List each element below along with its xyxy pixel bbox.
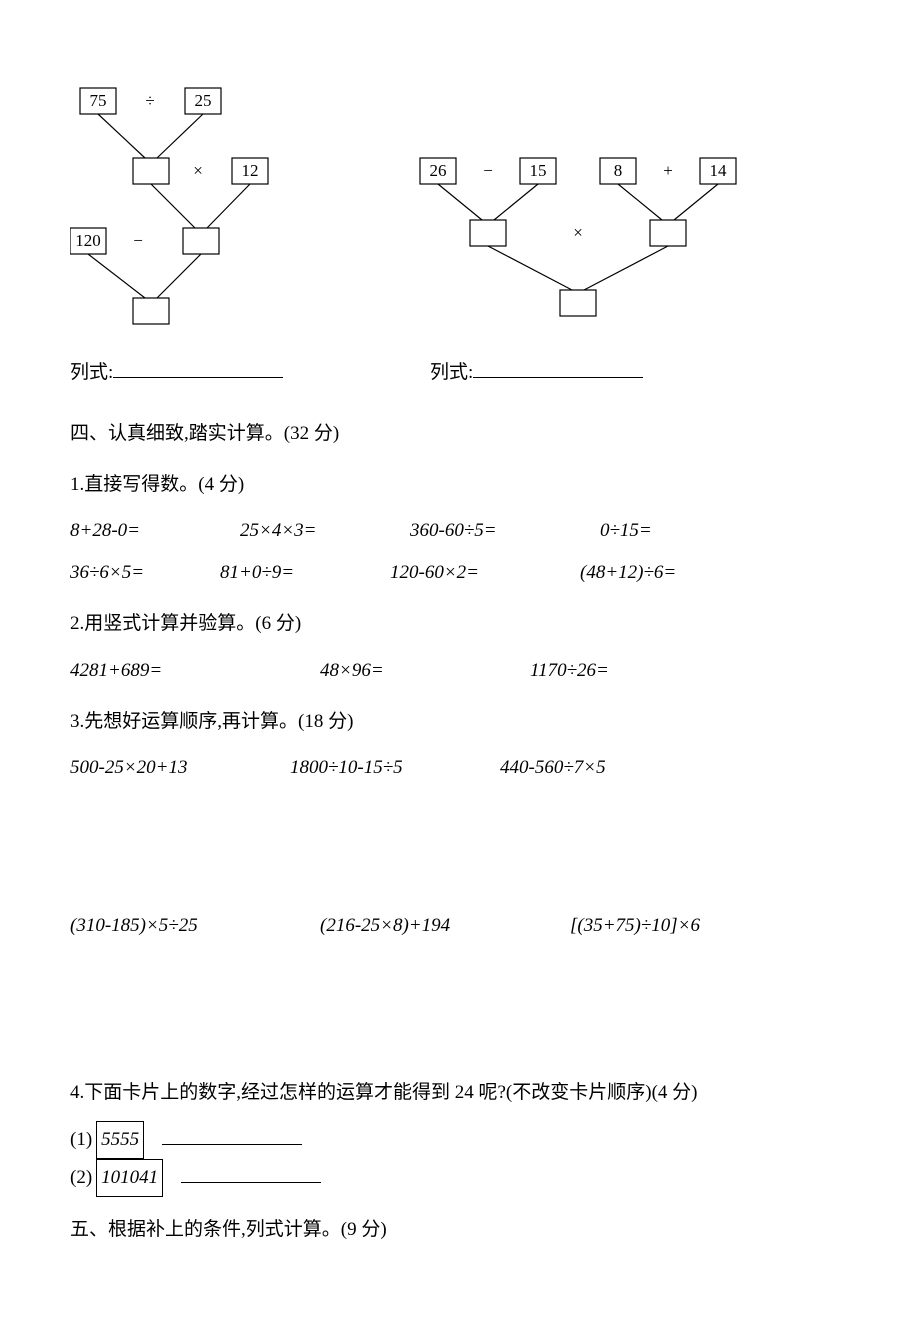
q1-r1-2: 25×4×3=: [240, 513, 410, 549]
diag-l-b: 25: [195, 91, 212, 110]
diag-l-op3: −: [133, 231, 143, 250]
q3-r2-2: (216-25×8)+194: [320, 908, 570, 944]
diag-l-a: 75: [90, 91, 107, 110]
card-5555: 5555: [96, 1121, 144, 1159]
q2-2: 48×96=: [320, 653, 530, 689]
lieshi-right: 列式:: [430, 355, 643, 391]
diagram-right: 26 − 15 8 + 14 ×: [410, 150, 770, 330]
diag-r-midop: ×: [573, 223, 583, 242]
q2-1: 4281+689=: [70, 653, 320, 689]
q4-1-prefix: (1): [70, 1129, 92, 1150]
section-5-title: 五、根据补上的条件,列式计算。(9 分): [70, 1212, 850, 1248]
diagram-left: 75 ÷ 25 × 12 120 −: [70, 80, 290, 330]
q1-row1: 8+28-0= 25×4×3= 360-60÷5= 0÷15=: [70, 513, 850, 549]
diag-l-lowa: 120: [75, 231, 101, 250]
q3-r2-3: [(35+75)÷10]×6: [570, 908, 700, 944]
q4-item2: (2)101041: [70, 1159, 850, 1197]
q1-title: 1.直接写得数。(4 分): [70, 467, 850, 503]
card-101041: 101041: [96, 1159, 163, 1197]
lieshi-label-2: 列式:: [430, 362, 473, 383]
diag-r-lb: 15: [530, 161, 547, 180]
q2-title: 2.用竖式计算并验算。(6 分): [70, 606, 850, 642]
q1-r1-1: 8+28-0=: [70, 513, 240, 549]
q1-r2-2: 81+0÷9=: [220, 555, 390, 591]
lieshi-label-1: 列式:: [70, 362, 113, 383]
lieshi-row: 列式: 列式:: [70, 355, 850, 391]
diag-r-ra: 8: [614, 161, 623, 180]
diag-l-op2: ×: [193, 161, 203, 180]
diag-r-la: 26: [430, 161, 447, 180]
q4-2-prefix: (2): [70, 1167, 92, 1188]
diag-r-rb: 14: [710, 161, 728, 180]
q2-3: 1170÷26=: [530, 653, 609, 689]
q1-row2: 36÷6×5= 81+0÷9= 120-60×2= (48+12)÷6=: [70, 555, 850, 591]
diag-r-rop: +: [663, 161, 673, 180]
diag-l-midb: 12: [242, 161, 259, 180]
q3-row1: 500-25×20+13 1800÷10-15÷5 440-560÷7×5: [70, 750, 850, 786]
blank-line-2[interactable]: [473, 359, 643, 378]
q3-row2: (310-185)×5÷25 (216-25×8)+194 [(35+75)÷1…: [70, 908, 850, 944]
section-4-title: 四、认真细致,踏实计算。(32 分): [70, 416, 850, 452]
q3-r1-1: 500-25×20+13: [70, 750, 290, 786]
blank-line-1[interactable]: [113, 359, 283, 378]
q4-item1: (1)5555: [70, 1121, 850, 1159]
diagrams-row: 75 ÷ 25 × 12 120 −: [70, 80, 850, 330]
blank-q4-1[interactable]: [162, 1128, 302, 1145]
diag-l-op1: ÷: [145, 91, 154, 110]
q1-r1-4: 0÷15=: [600, 513, 652, 549]
q2-row: 4281+689= 48×96= 1170÷26=: [70, 653, 850, 689]
lieshi-left: 列式:: [70, 355, 430, 391]
blank-q4-2[interactable]: [181, 1166, 321, 1183]
q1-r2-3: 120-60×2=: [390, 555, 580, 591]
q4-title: 4.下面卡片上的数字,经过怎样的运算才能得到 24 呢?(不改变卡片顺序)(4 …: [70, 1075, 850, 1111]
q1-r1-3: 360-60÷5=: [410, 513, 600, 549]
q3-r1-2: 1800÷10-15÷5: [290, 750, 500, 786]
diag-r-lop: −: [483, 161, 493, 180]
q3-r2-1: (310-185)×5÷25: [70, 908, 320, 944]
q1-r2-1: 36÷6×5=: [70, 555, 220, 591]
q1-r2-4: (48+12)÷6=: [580, 555, 676, 591]
q3-r1-3: 440-560÷7×5: [500, 750, 606, 786]
q3-title: 3.先想好运算顺序,再计算。(18 分): [70, 704, 850, 740]
